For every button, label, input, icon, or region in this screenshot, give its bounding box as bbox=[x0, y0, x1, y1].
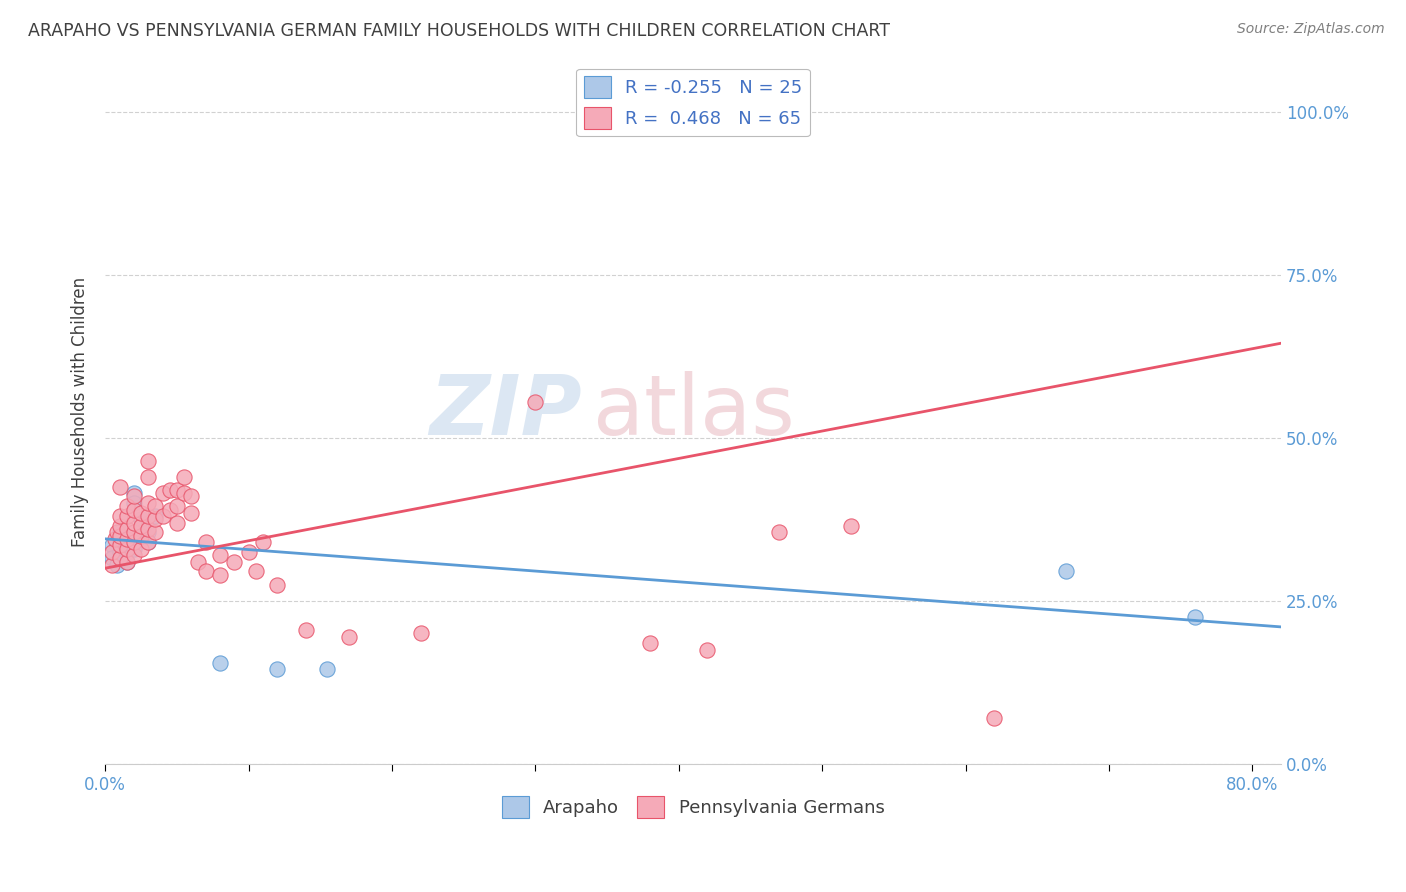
Point bbox=[108, 538, 131, 552]
Point bbox=[115, 555, 138, 569]
Point bbox=[696, 642, 718, 657]
Point bbox=[166, 516, 188, 530]
Point bbox=[108, 545, 131, 559]
Point bbox=[122, 525, 145, 540]
Point bbox=[252, 535, 274, 549]
Point bbox=[115, 555, 138, 569]
Point bbox=[839, 518, 862, 533]
Point bbox=[108, 528, 131, 542]
Text: ARAPAHO VS PENNSYLVANIA GERMAN FAMILY HOUSEHOLDS WITH CHILDREN CORRELATION CHART: ARAPAHO VS PENNSYLVANIA GERMAN FAMILY HO… bbox=[28, 22, 890, 40]
Point bbox=[145, 500, 167, 514]
Point bbox=[115, 545, 138, 559]
Legend: Arapaho, Pennsylvania Germans: Arapaho, Pennsylvania Germans bbox=[495, 789, 891, 825]
Point bbox=[101, 558, 124, 572]
Point bbox=[129, 506, 152, 520]
Point bbox=[337, 630, 360, 644]
Point bbox=[768, 525, 790, 540]
Point bbox=[136, 509, 159, 524]
Point bbox=[136, 522, 159, 536]
Point bbox=[108, 551, 131, 566]
Point bbox=[159, 483, 181, 497]
Point bbox=[224, 555, 246, 569]
Point bbox=[208, 656, 231, 670]
Point bbox=[194, 535, 217, 549]
Point bbox=[115, 535, 138, 549]
Point bbox=[136, 496, 159, 510]
Text: Source: ZipAtlas.com: Source: ZipAtlas.com bbox=[1237, 22, 1385, 37]
Point bbox=[145, 512, 167, 526]
Point bbox=[245, 565, 267, 579]
Point bbox=[108, 509, 131, 524]
Point bbox=[316, 662, 339, 676]
Point bbox=[208, 548, 231, 562]
Point bbox=[129, 525, 152, 540]
Point bbox=[136, 470, 159, 484]
Point bbox=[1054, 565, 1077, 579]
Point bbox=[208, 567, 231, 582]
Point bbox=[266, 662, 288, 676]
Point bbox=[122, 532, 145, 546]
Point bbox=[105, 558, 128, 572]
Point bbox=[108, 551, 131, 566]
Point bbox=[129, 518, 152, 533]
Point bbox=[136, 535, 159, 549]
Point bbox=[238, 545, 260, 559]
Point bbox=[101, 538, 124, 552]
Y-axis label: Family Households with Children: Family Households with Children bbox=[72, 277, 89, 547]
Point bbox=[187, 555, 209, 569]
Point bbox=[266, 577, 288, 591]
Point bbox=[136, 535, 159, 549]
Point bbox=[115, 541, 138, 556]
Point bbox=[108, 518, 131, 533]
Point bbox=[136, 525, 159, 540]
Text: atlas: atlas bbox=[593, 371, 794, 452]
Point bbox=[180, 490, 202, 504]
Point bbox=[105, 525, 128, 540]
Point bbox=[122, 496, 145, 510]
Point bbox=[166, 500, 188, 514]
Text: ZIP: ZIP bbox=[429, 371, 582, 452]
Point bbox=[101, 551, 124, 566]
Point bbox=[115, 509, 138, 524]
Point bbox=[145, 525, 167, 540]
Point bbox=[122, 502, 145, 516]
Point bbox=[524, 395, 547, 409]
Point bbox=[122, 535, 145, 549]
Point bbox=[129, 541, 152, 556]
Point bbox=[122, 490, 145, 504]
Point bbox=[194, 565, 217, 579]
Point bbox=[122, 541, 145, 556]
Point bbox=[136, 453, 159, 467]
Point bbox=[409, 626, 432, 640]
Point bbox=[108, 480, 131, 494]
Point bbox=[173, 486, 195, 500]
Point bbox=[136, 516, 159, 530]
Point bbox=[166, 483, 188, 497]
Point bbox=[180, 506, 202, 520]
Point bbox=[104, 532, 127, 546]
Point bbox=[152, 486, 174, 500]
Point bbox=[115, 532, 138, 546]
Point bbox=[115, 500, 138, 514]
Point bbox=[295, 623, 318, 637]
Point bbox=[983, 711, 1005, 725]
Point bbox=[145, 509, 167, 524]
Point bbox=[122, 548, 145, 562]
Point bbox=[129, 512, 152, 526]
Point bbox=[1184, 610, 1206, 624]
Point bbox=[101, 545, 124, 559]
Point bbox=[108, 525, 131, 540]
Point bbox=[122, 516, 145, 530]
Point bbox=[129, 528, 152, 542]
Point bbox=[638, 636, 661, 650]
Point bbox=[159, 502, 181, 516]
Point bbox=[115, 522, 138, 536]
Point bbox=[173, 470, 195, 484]
Point bbox=[108, 535, 131, 549]
Point bbox=[122, 486, 145, 500]
Point bbox=[152, 509, 174, 524]
